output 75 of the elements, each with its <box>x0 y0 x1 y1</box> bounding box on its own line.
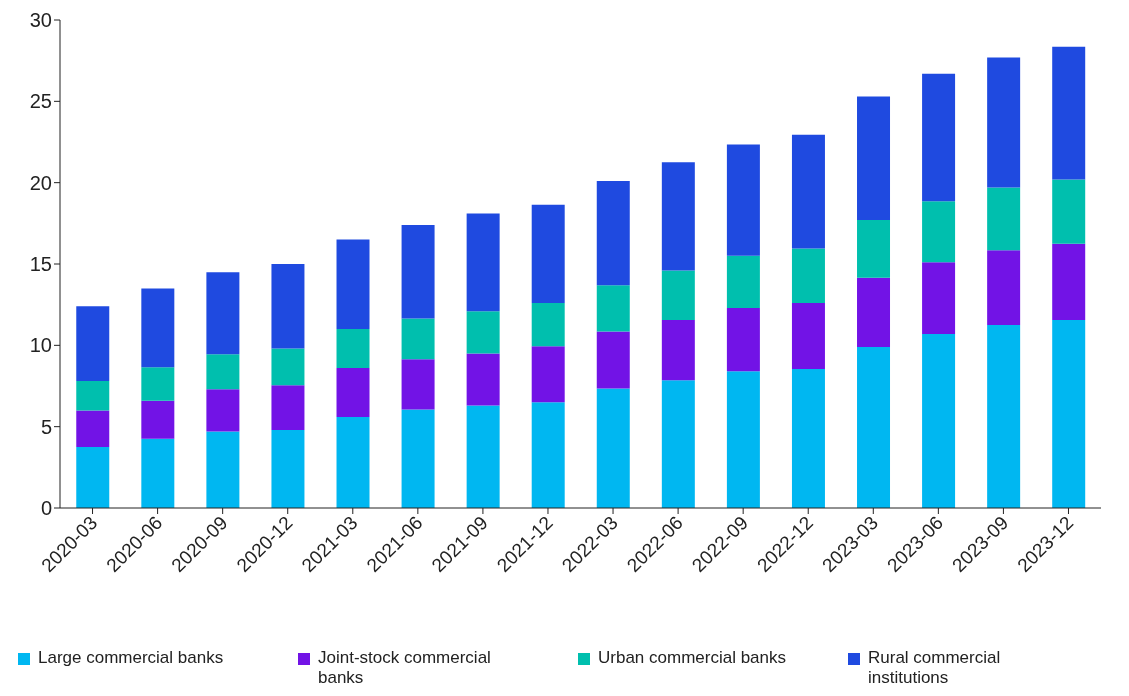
y-tick-label: 15 <box>29 253 52 276</box>
y-tick-label: 10 <box>29 334 52 357</box>
bar <box>661 162 695 271</box>
bar <box>76 447 110 508</box>
bar <box>466 311 500 354</box>
bar <box>987 325 1021 508</box>
bar <box>596 285 630 332</box>
bar <box>1052 320 1086 508</box>
bar <box>922 333 956 508</box>
bar <box>271 429 305 508</box>
bar <box>336 239 370 330</box>
bar <box>1052 46 1086 180</box>
y-tick-label: 30 <box>29 9 52 32</box>
bar <box>206 389 240 432</box>
bar <box>791 368 825 508</box>
legend-label: Joint-stock commercial banks <box>318 648 492 688</box>
y-tick-label: 20 <box>29 171 52 194</box>
bar <box>401 409 435 508</box>
bar <box>1052 179 1086 244</box>
bar <box>922 262 956 334</box>
bar <box>141 288 175 368</box>
bar <box>141 438 175 508</box>
bar <box>531 204 565 304</box>
legend-label: Large commercial banks <box>38 648 224 668</box>
bar <box>336 416 370 508</box>
bar <box>791 303 825 369</box>
bar <box>271 385 305 430</box>
bar <box>531 346 565 403</box>
legend-label: Urban commercial banks <box>598 648 787 668</box>
bar <box>401 318 435 360</box>
bar <box>726 371 760 508</box>
bar <box>466 213 500 312</box>
bar <box>987 57 1021 188</box>
bar <box>726 307 760 372</box>
bar <box>271 348 305 386</box>
bar <box>141 367 175 401</box>
bar <box>531 303 565 347</box>
bar <box>206 431 240 508</box>
bar <box>791 248 825 304</box>
bar <box>141 400 175 439</box>
bar <box>466 353 500 406</box>
bar <box>401 359 435 410</box>
bar <box>76 410 110 447</box>
bar <box>596 331 630 389</box>
bar <box>857 96 891 221</box>
bar <box>1052 243 1086 321</box>
bar <box>857 220 891 278</box>
bar <box>726 144 760 256</box>
bar <box>857 277 891 347</box>
bar <box>206 354 240 390</box>
bar <box>271 264 305 349</box>
bar <box>466 405 500 508</box>
bar <box>922 201 956 263</box>
bar <box>206 272 240 355</box>
bar <box>596 181 630 286</box>
bar <box>661 380 695 508</box>
bar <box>401 224 435 319</box>
bar <box>987 187 1021 251</box>
bar <box>857 346 891 508</box>
bar <box>596 388 630 508</box>
bar <box>987 250 1021 325</box>
bar <box>791 134 825 249</box>
bar <box>922 73 956 202</box>
bar <box>336 368 370 417</box>
bar <box>336 329 370 369</box>
bar <box>531 402 565 508</box>
y-tick-label: 0 <box>40 497 52 520</box>
y-tick-label: 5 <box>40 415 52 438</box>
bar <box>726 255 760 308</box>
bar <box>661 320 695 381</box>
legend-label: Rural commercial institutions <box>868 648 1002 688</box>
bar <box>76 306 110 382</box>
bar <box>661 270 695 321</box>
y-tick-label: 25 <box>29 90 52 113</box>
bar <box>76 381 110 411</box>
